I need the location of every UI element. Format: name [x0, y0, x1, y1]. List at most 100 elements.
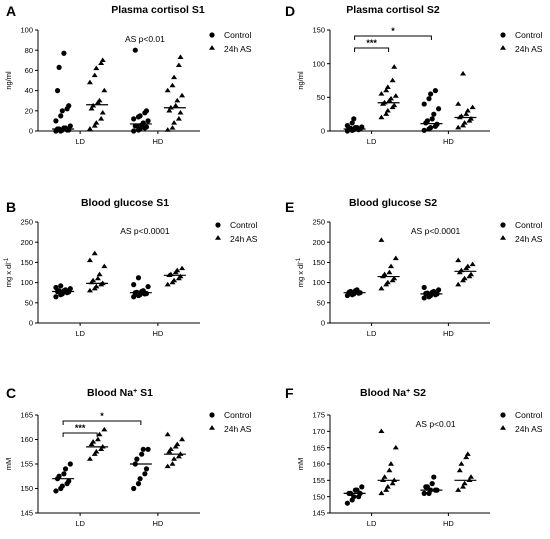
control-point: [426, 96, 432, 102]
control-point: [62, 466, 69, 472]
as-point: [384, 484, 391, 489]
as-point: [175, 62, 182, 68]
y-tick-label: 50: [25, 298, 33, 307]
control-point: [58, 113, 64, 119]
y-tick-label: 40: [25, 86, 33, 95]
as-point: [98, 446, 105, 452]
as-annotation: AS p<0.01: [416, 419, 456, 429]
y-tick-label: 100: [312, 278, 325, 287]
legend-as-marker: [209, 425, 215, 430]
control-point: [436, 106, 442, 112]
control-point: [428, 125, 434, 131]
as-point: [464, 263, 471, 269]
y-tick-label: 150: [312, 492, 325, 501]
as-point: [460, 484, 466, 489]
y-tick-label: 50: [317, 298, 325, 307]
legend-as-marker: [215, 235, 221, 240]
as-point: [91, 451, 98, 456]
legend: Control 24h AS: [500, 220, 543, 244]
as-point: [91, 72, 98, 78]
y-axis-label: mM: [4, 458, 13, 471]
control-point: [142, 471, 148, 477]
panel-a: A Plasma cortisol S1 0 20 40 60 80 100 ng/ml LD HD…: [4, 3, 252, 146]
as-point: [389, 77, 396, 83]
as-point: [460, 70, 466, 76]
as-point: [388, 95, 394, 101]
as-point: [463, 454, 470, 460]
control-point: [54, 88, 61, 94]
legend-as-label: 24h AS: [515, 44, 543, 54]
panel-letter: C: [6, 385, 16, 401]
category-label-ld: LD: [75, 137, 85, 146]
category-label-hd: HD: [152, 329, 163, 338]
control-point: [421, 295, 427, 301]
category-label-hd: HD: [443, 137, 454, 146]
category-label-hd: HD: [152, 137, 163, 146]
legend-control-label: Control: [230, 220, 258, 230]
y-axis-label: ng/ml: [296, 71, 305, 90]
as-point: [94, 436, 101, 442]
as-point: [96, 271, 103, 277]
control-point: [434, 121, 440, 127]
control-point: [431, 474, 437, 480]
y-tick-label: 165: [20, 411, 33, 420]
panel-letter: E: [285, 199, 294, 215]
as-point: [469, 104, 476, 110]
as-point: [378, 91, 385, 96]
as-point: [101, 263, 108, 269]
as-point: [86, 126, 93, 131]
y-tick-label: 175: [312, 411, 325, 420]
control-point: [131, 282, 137, 288]
as-point: [461, 480, 468, 486]
as-point: [88, 105, 95, 111]
as-point: [391, 102, 398, 108]
y-axis-label: mM: [296, 458, 305, 471]
control-point: [58, 283, 64, 289]
as-annotation: AS p<0.0001: [120, 226, 170, 236]
legend-control-marker: [500, 32, 506, 38]
as-point: [381, 474, 388, 479]
control-point: [421, 127, 427, 133]
category-label-ld: LD: [367, 519, 377, 528]
as-point: [391, 64, 398, 69]
y-tick-label: 150: [312, 258, 325, 267]
control-point: [143, 466, 150, 472]
y-tick-label: 145: [20, 509, 33, 518]
legend-control-label: Control: [224, 30, 252, 40]
control-point: [137, 476, 143, 482]
panel-letter: A: [6, 3, 16, 19]
legend-as-label: 24h AS: [224, 424, 252, 434]
as-point: [389, 480, 396, 486]
legend: Control 24h AS: [209, 30, 252, 54]
category-label-ld: LD: [367, 329, 377, 338]
as-point: [91, 123, 98, 128]
as-point: [383, 111, 390, 116]
as-point: [455, 257, 462, 263]
control-point: [421, 284, 427, 291]
category-label-ld: LD: [367, 137, 377, 146]
as-point: [456, 467, 463, 473]
control-point: [348, 288, 354, 295]
as-point: [384, 279, 391, 285]
y-tick-label: 150: [312, 26, 325, 35]
legend-as-marker: [500, 45, 506, 50]
control-point: [135, 481, 142, 487]
control-point: [59, 483, 65, 489]
control-point: [424, 290, 430, 296]
legend-as-marker: [500, 425, 506, 430]
as-point: [468, 116, 474, 121]
as-point: [468, 271, 474, 277]
legend: Control 24h AS: [215, 220, 258, 244]
control-point: [351, 494, 357, 500]
y-tick-label: 100: [20, 278, 33, 287]
as-point: [175, 116, 182, 121]
control-point: [140, 288, 146, 294]
as-point: [386, 269, 393, 275]
as-point: [166, 107, 173, 113]
as-point: [388, 461, 394, 466]
as-annotation: AS p<0.0001: [411, 226, 461, 236]
panel-letter: D: [285, 3, 295, 19]
significance-label: ***: [75, 423, 86, 433]
